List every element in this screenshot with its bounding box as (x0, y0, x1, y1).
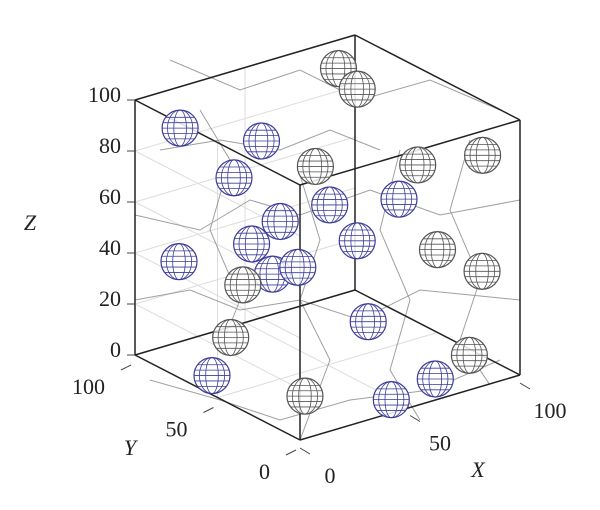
y-tick-label: 0 (259, 459, 270, 484)
voronoi-edge (159, 129, 381, 151)
cube-edge (134, 34, 356, 101)
sphere (450, 336, 488, 374)
sphere (212, 318, 250, 357)
x-tick-label: 0 (325, 463, 336, 488)
y-tick (203, 407, 214, 413)
sphere (160, 243, 198, 281)
cube-edge (134, 354, 301, 441)
sphere (372, 381, 410, 419)
x-tick (299, 447, 311, 455)
sphere (224, 266, 262, 304)
voronoi-edge (134, 289, 521, 321)
sphere (279, 248, 317, 286)
sphere (338, 70, 376, 108)
cube-edge (354, 289, 521, 376)
sphere (311, 186, 349, 224)
z-tick-label: 80 (99, 133, 121, 158)
cube-edge (134, 289, 356, 356)
sphere (261, 202, 299, 241)
y-axis-title: Y (124, 435, 139, 460)
y-tick (285, 449, 297, 456)
x-tick-label: 100 (534, 398, 567, 423)
z-tick-label: 60 (99, 184, 121, 209)
sphere (161, 109, 199, 147)
x-tick (409, 415, 421, 422)
cube-edge (299, 374, 521, 441)
x-axis-title: X (470, 457, 486, 482)
sphere (296, 147, 334, 186)
sphere (338, 222, 376, 260)
sphere (215, 159, 253, 197)
sphere (464, 136, 502, 174)
z-axis-title: Z (24, 210, 37, 235)
sphere (349, 303, 387, 341)
sphere (193, 356, 231, 395)
x-tick (519, 382, 531, 390)
sphere (242, 122, 281, 160)
cube-edge (134, 99, 301, 186)
z-tick-label: 40 (99, 235, 121, 260)
cube-edge (354, 34, 521, 121)
x-tick-label: 50 (429, 431, 451, 456)
voronoi-edge (199, 109, 241, 351)
sphere (286, 377, 324, 415)
sphere (380, 180, 418, 218)
y-tick-label: 100 (72, 374, 105, 399)
y-tick-label: 50 (166, 417, 188, 442)
y-tick (120, 364, 132, 371)
sphere (233, 225, 271, 263)
grid-line (244, 67, 411, 408)
sphere (418, 231, 457, 269)
z-tick-label: 0 (110, 337, 121, 362)
sphere (416, 360, 454, 398)
sphere (399, 146, 437, 184)
z-tick-label: 100 (88, 82, 121, 107)
sphere (463, 252, 501, 290)
z-tick-label: 20 (99, 286, 121, 311)
